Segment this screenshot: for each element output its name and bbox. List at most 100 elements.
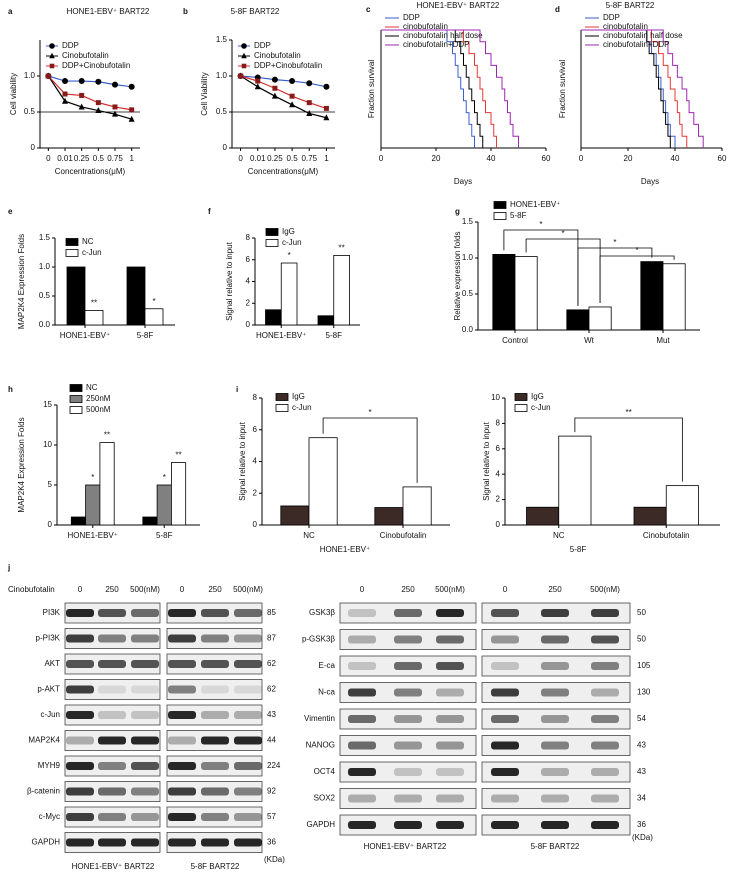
blot-band <box>131 736 159 745</box>
blot-band <box>201 787 229 796</box>
bar <box>70 516 87 526</box>
blot-band <box>394 662 422 670</box>
survival-line <box>381 29 475 148</box>
blot-band <box>201 762 229 770</box>
blot-band <box>98 609 126 617</box>
y-tick-label: 2 <box>253 488 258 497</box>
blot-band <box>66 838 94 847</box>
chart-title: 5-8F BART22 <box>606 1 655 10</box>
blot-band <box>348 715 376 723</box>
bar <box>526 506 560 526</box>
bar <box>85 484 101 526</box>
blot-band <box>348 794 376 803</box>
blot-band <box>234 838 262 847</box>
blot-band <box>394 821 422 829</box>
blot-band <box>591 794 619 803</box>
blot-band <box>168 634 196 643</box>
protein-label: GAPDH <box>307 820 336 829</box>
blot-band <box>436 609 464 617</box>
y-tick-label: 6 <box>496 444 501 453</box>
legend-label: cinobufotalin <box>603 22 648 31</box>
significance: ** <box>175 451 181 460</box>
survival-line <box>381 29 497 148</box>
blot-band <box>66 660 94 668</box>
blot-band <box>66 634 94 643</box>
x-tick-label: NC <box>303 531 315 540</box>
significance: ** <box>91 299 97 308</box>
y-tick-label: 4 <box>496 469 501 478</box>
legend-swatch <box>69 384 83 392</box>
y-tick-label: 1.5 <box>462 217 474 226</box>
x-tick-label: 0.01 <box>250 154 266 163</box>
y-tick-label: 0.5 <box>216 107 228 116</box>
bar <box>566 309 590 331</box>
kda-label: 43 <box>267 710 276 719</box>
legend-swatch <box>65 238 79 246</box>
blot-band <box>436 688 464 697</box>
bar <box>558 435 592 526</box>
blot-frame <box>339 708 477 730</box>
x-tick-label: 60 <box>718 154 727 163</box>
blot-band <box>348 741 376 750</box>
significance: * <box>152 297 155 306</box>
legend-label: 250nM <box>86 394 111 403</box>
bracket <box>599 255 675 303</box>
kda-label: 105 <box>637 661 651 670</box>
bar <box>66 266 86 326</box>
x-tick-label: 0 <box>379 154 384 163</box>
blot-band <box>541 794 569 803</box>
bar <box>374 507 404 526</box>
bar <box>514 256 538 331</box>
x-tick-label: 0.75 <box>107 154 123 163</box>
legend-label: c-Jun <box>82 248 102 257</box>
y-tick-label: 0.5 <box>39 291 51 300</box>
marker <box>49 43 55 49</box>
marker <box>95 107 102 114</box>
kda-label: 62 <box>267 659 276 668</box>
protein-label: PI3K <box>43 608 61 617</box>
dose-label: 250 <box>105 585 119 594</box>
y-tick-label: 8 <box>246 233 251 242</box>
legend-label: c-Jun <box>282 238 302 247</box>
legend-label: NC <box>86 383 98 392</box>
y-tick-label: 0 <box>31 143 36 152</box>
y-tick-label: 0.5 <box>24 107 36 116</box>
dose-label: 0 <box>503 585 508 594</box>
bracket-label: * <box>539 220 542 229</box>
significance: * <box>91 473 94 482</box>
legend-label: cinobufotalin half dose <box>603 31 683 40</box>
blot-band <box>234 609 262 617</box>
survival-line <box>581 29 671 148</box>
x-tick-label: 20 <box>432 154 441 163</box>
dose-label: 500(nM) <box>130 585 160 594</box>
blot-band <box>131 762 159 770</box>
significance: * <box>288 251 291 260</box>
blot-band <box>98 685 126 694</box>
kda-label: 36 <box>267 838 276 847</box>
blot-band <box>168 762 196 770</box>
protein-label: E-ca <box>319 661 336 670</box>
survival-line <box>581 29 704 148</box>
y-tick-label: 1.0 <box>462 253 474 262</box>
x-axis-label: Days <box>454 177 472 186</box>
marker <box>128 115 135 122</box>
legend-label: DDP <box>403 13 420 22</box>
x-tick-label: 20 <box>624 154 633 163</box>
blot-band <box>234 813 262 821</box>
kda-label: 44 <box>267 736 276 745</box>
marker <box>79 92 85 98</box>
legend-swatch <box>69 406 83 414</box>
blot-frame <box>339 761 477 783</box>
blot-band <box>348 609 376 617</box>
legend-label: DDP <box>254 41 271 50</box>
blot-band <box>436 741 464 750</box>
y-tick-label: 0.0 <box>462 325 474 334</box>
kda-label: 85 <box>267 608 276 617</box>
bracket <box>322 417 418 483</box>
bar <box>662 263 686 331</box>
significance: * <box>163 473 166 482</box>
y-tick-label: 10 <box>43 440 52 449</box>
panel-label: c <box>366 5 371 14</box>
legend-label: c-Jun <box>292 403 312 412</box>
y-axis-label: Cell viability <box>9 73 18 115</box>
